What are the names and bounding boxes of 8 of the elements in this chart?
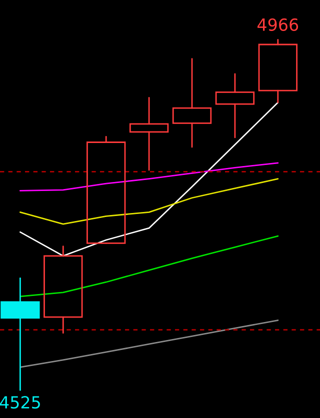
annotation: 4966 — [258, 18, 298, 31]
candlestick — [258, 39, 298, 104]
candlestick — [0, 277, 40, 391]
candlestick — [215, 73, 255, 138]
candlestick — [44, 246, 83, 334]
candlestick — [129, 97, 169, 171]
candlestick — [172, 58, 212, 148]
annotation: 4525 — [0, 396, 40, 409]
